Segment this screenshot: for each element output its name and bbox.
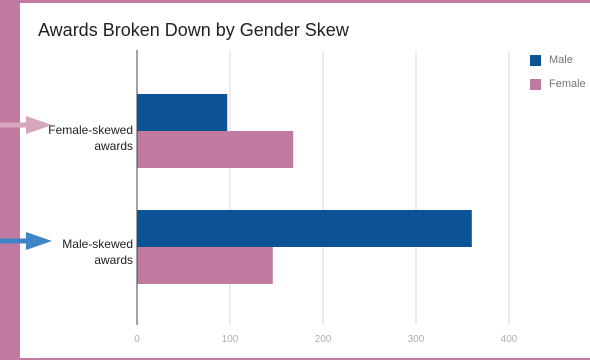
bar-male — [137, 210, 472, 247]
frame-top-border — [0, 0, 590, 3]
category-label-line: Female-skewed — [48, 123, 133, 137]
annotation-arrow-head — [26, 232, 52, 250]
legend-item-male: Male — [530, 53, 586, 67]
legend: Male Female — [530, 53, 586, 101]
x-tick-label: 400 — [501, 334, 518, 345]
legend-label-female: Female — [549, 78, 586, 90]
frame-left-border — [0, 0, 20, 360]
legend-swatch-male — [530, 54, 541, 66]
category-label-line: awards — [94, 139, 133, 153]
category-label-line: Male-skewed — [62, 237, 133, 251]
legend-label-male: Male — [549, 54, 573, 66]
frame-bottom-border — [0, 358, 590, 360]
category-label-male-skewed: Male-skewed awards — [23, 236, 133, 268]
bar-male — [137, 94, 228, 131]
legend-swatch-female — [530, 78, 541, 90]
annotation-arrow-shaft — [0, 122, 28, 128]
chart-title: Awards Broken Down by Gender Skew — [38, 20, 349, 40]
x-tick-label: 100 — [222, 334, 239, 345]
annotation-arrow-shaft — [0, 238, 28, 244]
category-label-female-skewed: Female-skewed awards — [23, 122, 133, 154]
legend-item-female: Female — [530, 77, 586, 91]
category-label-line: awards — [94, 253, 133, 267]
x-tick-label: 300 — [408, 334, 425, 345]
x-tick-label: 0 — [134, 334, 140, 345]
x-tick-label: 200 — [315, 334, 332, 345]
bar-female — [137, 247, 273, 284]
bar-female — [137, 131, 294, 168]
annotation-arrow-head — [26, 116, 52, 134]
